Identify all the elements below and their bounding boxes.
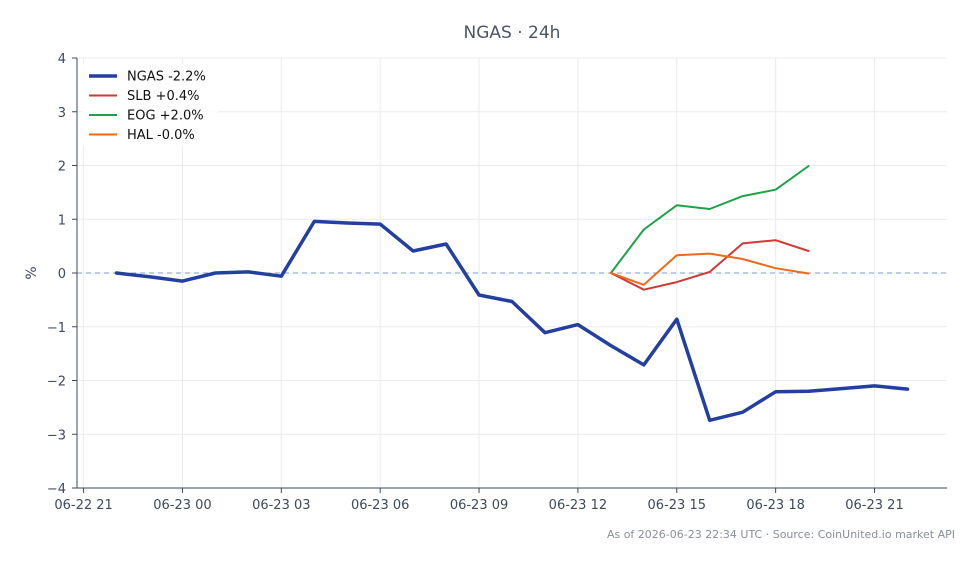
- x-tick-label: 06-23 15: [648, 498, 706, 513]
- y-tick-label: −2: [47, 375, 66, 390]
- footer-source: As of 2026-06-23 22:34 UTC · Source: Coi…: [607, 528, 955, 541]
- y-tick-label: 0: [58, 267, 66, 282]
- series-line-1: [114, 219, 910, 423]
- series-line-4: [609, 252, 810, 286]
- x-tick-label: 06-23 18: [746, 498, 804, 513]
- y-tick-label: 2: [58, 160, 66, 175]
- series-line-3: [609, 165, 810, 274]
- y-tick-label: −3: [47, 428, 66, 443]
- x-tick-label: 06-23 00: [153, 498, 211, 513]
- chart-title: NGAS · 24h: [464, 23, 561, 43]
- legend-label: NGAS -2.2%: [127, 70, 206, 85]
- x-axis-ticks: 06-22 21 06-23 00 06-23 03 06-23 06 06-23 09…: [54, 488, 904, 513]
- series-line-2: [609, 239, 810, 291]
- x-tick-label: 06-23 03: [252, 498, 310, 513]
- x-tick-label: 06-23 06: [351, 498, 409, 513]
- y-tick-label: 3: [58, 106, 66, 121]
- x-tick-label: 06-22 21: [54, 498, 112, 513]
- y-axis-label: %: [24, 266, 40, 279]
- series-layer: [114, 165, 910, 423]
- legend-label: HAL -0.0%: [127, 128, 195, 143]
- y-tick-label: 1: [58, 213, 66, 228]
- x-tick-label: 06-23 21: [845, 498, 903, 513]
- x-tick-label: 06-23 09: [450, 498, 508, 513]
- legend-label: EOG +2.0%: [127, 109, 204, 124]
- y-tick-label: 4: [58, 52, 66, 67]
- y-tick-label: −1: [47, 321, 66, 336]
- x-tick-label: 06-23 12: [549, 498, 607, 513]
- y-axis-ticks: −4 −3 −2 −1 0 1 2 3 4: [47, 52, 77, 497]
- legend-label: SLB +0.4%: [127, 89, 199, 104]
- y-tick-label: −4: [47, 482, 66, 497]
- legend: NGAS -2.2% SLB +0.4% EOG +2.0% HAL -0.0%: [82, 64, 218, 146]
